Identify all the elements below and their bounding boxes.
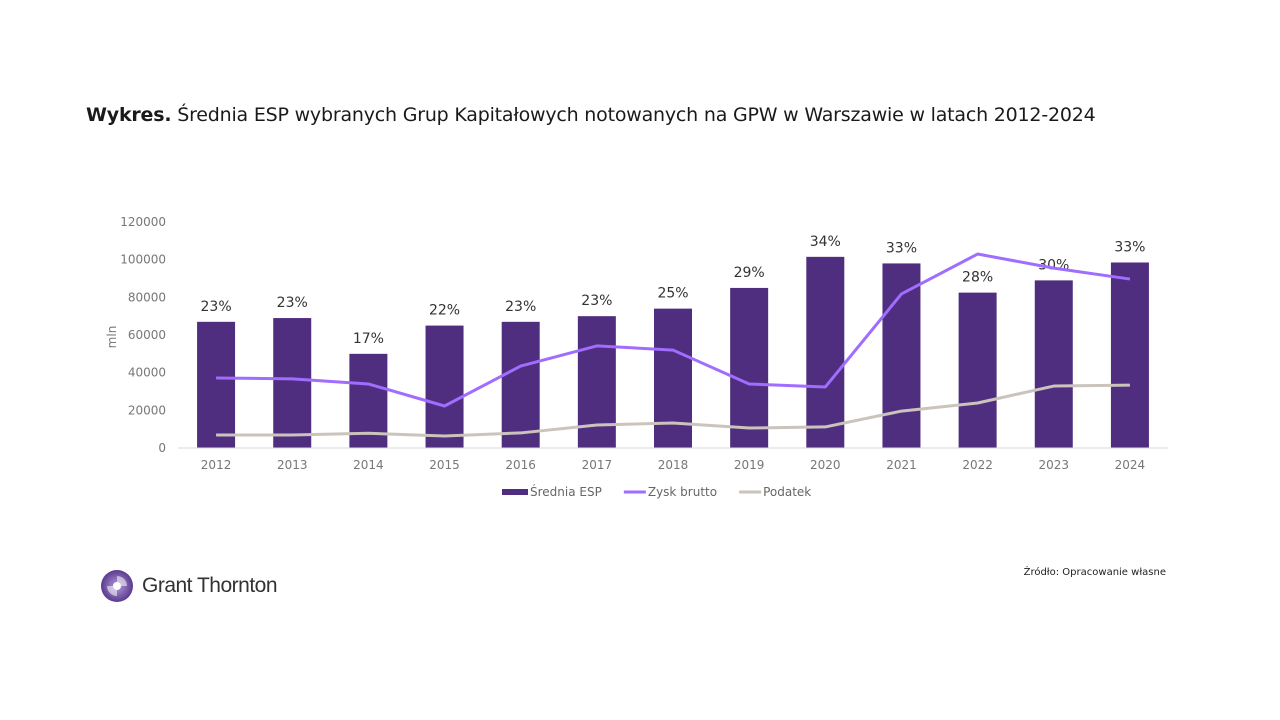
y-tick-label: 120000 [120,215,166,229]
x-tick-label: 2012 [201,458,232,472]
title-text: Średnia ESP wybranych Grup Kapitałowych … [171,104,1096,126]
logo-icon [101,570,133,602]
data-label: 23% [201,299,232,315]
bar-2012 [197,321,236,448]
y-tick-label: 80000 [128,290,166,304]
legend-entry: Średnia ESP [530,484,602,499]
y-tick-label: 60000 [128,328,166,342]
x-tick-label: 2014 [353,458,384,472]
x-tick-label: 2022 [962,458,993,472]
x-tick-label: 2016 [505,458,536,472]
bar-2013 [273,318,312,448]
legend-entry: Zysk brutto [648,485,717,499]
data-label: 23% [277,295,308,311]
x-tick-label: 2020 [810,458,841,472]
legend-entry: Podatek [763,485,811,499]
data-label: 25% [657,286,688,302]
bar-2016 [501,321,540,448]
logo-text: Grant Thornton [142,574,278,597]
data-label: 23% [581,293,612,309]
data-label: 23% [505,299,536,315]
bar-2021 [882,263,921,448]
grant-thornton-logo: Grant Thornton [100,569,278,603]
legend-swatch [502,489,528,495]
y-tick-label: 40000 [128,366,166,380]
x-tick-label: 2015 [429,458,460,472]
y-axis-label: mln [105,326,119,349]
bar-2018 [654,308,692,448]
bar-2020 [806,256,845,448]
bar-2015 [425,325,464,448]
source-note: Źródło: Opracowanie własne [1023,567,1166,578]
x-tick-label: 2024 [1115,458,1146,472]
data-label: 34% [810,234,841,250]
y-tick-label: 0 [158,441,166,455]
data-label: 17% [353,331,384,347]
bar-2023 [1034,280,1073,448]
data-label: 28% [962,270,993,286]
data-label: 22% [429,303,460,319]
chart-title: Wykres. Średnia ESP wybranych Grup Kapit… [86,104,1096,126]
x-tick-label: 2013 [277,458,308,472]
bar-2022 [958,292,997,448]
x-tick-label: 2017 [582,458,613,472]
data-label: 29% [734,265,765,281]
data-label: 33% [1114,239,1145,255]
title-prefix: Wykres. [86,104,172,126]
x-tick-label: 2018 [658,458,689,472]
y-tick-label: 100000 [120,253,166,267]
y-tick-label: 20000 [128,403,166,417]
x-tick-label: 2019 [734,458,765,472]
data-label: 33% [886,240,917,256]
bar-2017 [577,316,616,448]
bar-2019 [730,287,769,448]
x-tick-label: 2021 [886,458,917,472]
bar-2024 [1110,262,1149,448]
x-tick-label: 2023 [1038,458,1069,472]
